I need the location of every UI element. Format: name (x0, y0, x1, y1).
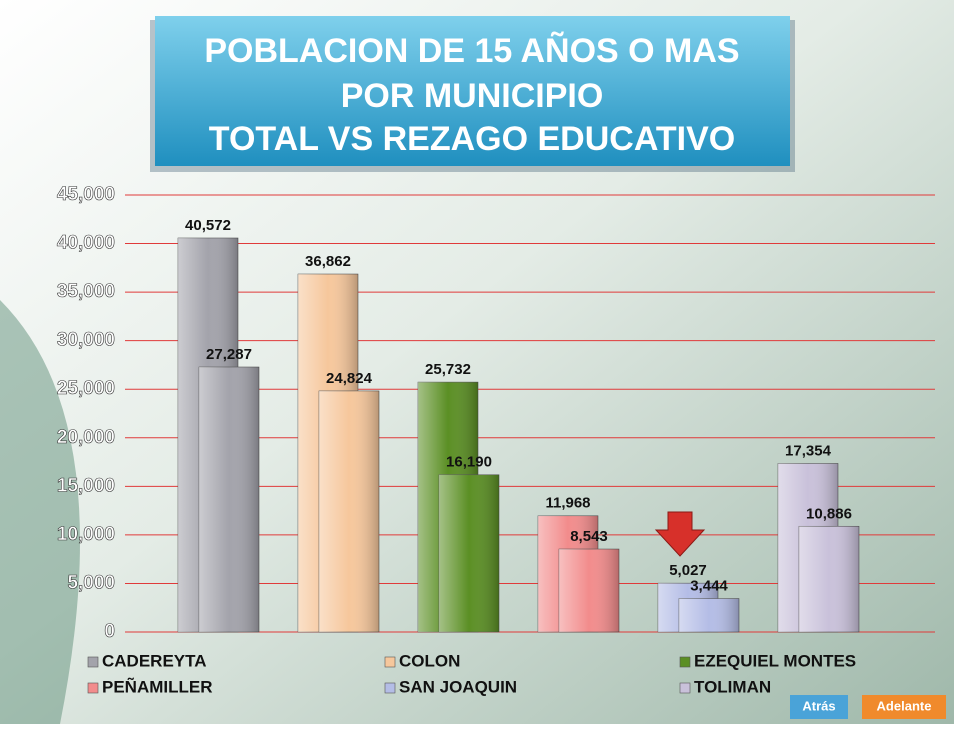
button-back-label[interactable]: Atrás (802, 698, 835, 713)
value-label: 10,886 (806, 505, 852, 522)
bar-shade (799, 526, 859, 632)
legend-label: SAN JOAQUIN (399, 677, 517, 696)
value-label: 27,287 (206, 346, 252, 363)
y-tick-label: 15,000 (57, 475, 115, 496)
value-label: 11,968 (545, 495, 590, 512)
legend-swatch (88, 657, 98, 667)
value-label: 8,543 (570, 528, 608, 545)
bar-shade (199, 367, 259, 632)
chart-title: POR MUNICIPIO (341, 77, 604, 115)
page: POBLACION DE 15 AÑOS O MAS POR MUNICIPIO… (0, 0, 954, 724)
value-label: 40,572 (185, 217, 231, 234)
legend-swatch (385, 657, 395, 667)
button-next-label[interactable]: Adelante (877, 698, 932, 713)
y-tick-label: 45,000 (57, 184, 115, 205)
y-tick-label: 5,000 (67, 572, 115, 593)
value-label: 3,444 (690, 578, 728, 595)
y-tick-label: 25,000 (57, 378, 115, 399)
value-label: 25,732 (425, 361, 471, 378)
bar-shade (559, 549, 619, 632)
bar-shade (319, 391, 379, 632)
legend-label: TOLIMAN (694, 677, 771, 696)
y-tick-label: 30,000 (57, 330, 115, 351)
legend-label: CADEREYTA (102, 651, 207, 670)
value-label: 17,354 (785, 442, 832, 459)
chart-title: POBLACION DE 15 AÑOS O MAS (204, 32, 739, 70)
y-tick-label: 10,000 (57, 524, 115, 545)
bar-shade (439, 475, 499, 632)
bar-shade (679, 599, 739, 632)
legend-label: EZEQUIEL MONTES (694, 651, 856, 670)
legend-swatch (680, 683, 690, 693)
y-tick-label: 35,000 (57, 281, 115, 302)
y-tick-label: 0 (104, 621, 115, 642)
value-label: 16,190 (446, 454, 492, 471)
legend-label: PEÑAMILLER (102, 676, 213, 696)
legend-swatch (680, 657, 690, 667)
legend-swatch (385, 683, 395, 693)
chart-title: TOTAL VS REZAGO EDUCATIVO (209, 120, 735, 158)
slide: POBLACION DE 15 AÑOS O MAS POR MUNICIPIO… (0, 0, 954, 724)
y-tick-label: 40,000 (57, 233, 115, 254)
value-label: 24,824 (326, 370, 373, 387)
value-label: 36,862 (305, 253, 351, 270)
legend-swatch (88, 683, 98, 693)
legend-label: COLON (399, 651, 460, 670)
y-tick-label: 20,000 (57, 427, 115, 448)
